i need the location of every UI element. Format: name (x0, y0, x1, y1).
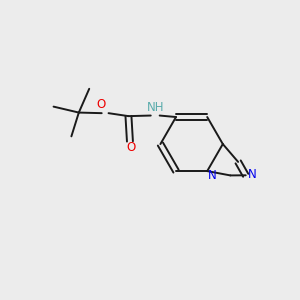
Text: N: N (208, 169, 217, 182)
Text: N: N (248, 168, 256, 181)
Text: O: O (96, 98, 105, 111)
Text: O: O (126, 141, 135, 154)
Text: NH: NH (146, 101, 164, 114)
